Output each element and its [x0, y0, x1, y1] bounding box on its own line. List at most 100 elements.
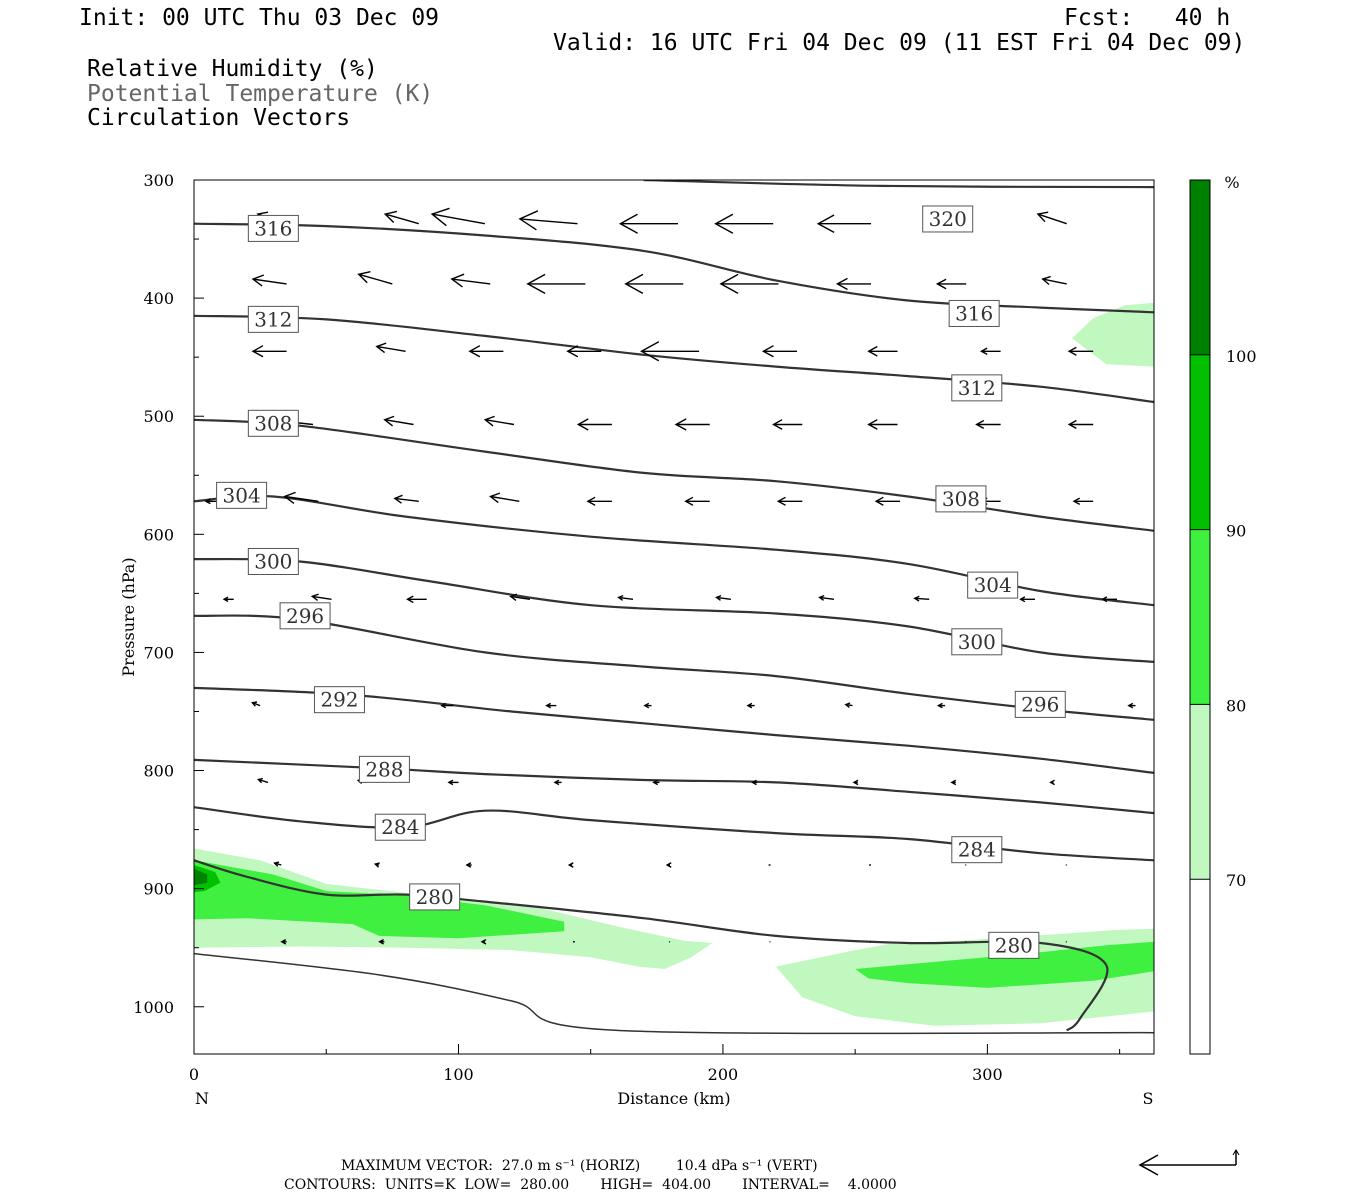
circulation-vector: [1101, 596, 1117, 603]
theta-label-text: 300: [958, 630, 996, 654]
circulation-vector: [1041, 275, 1067, 286]
colorbar-segment: [1190, 529, 1210, 705]
theta-contour-320: [643, 180, 1154, 189]
theta-contour-276: [194, 952, 1154, 1035]
circulation-vector: [979, 347, 1001, 356]
circulation-vector: [867, 419, 898, 430]
theta-label-text: 296: [1021, 692, 1059, 716]
circulation-vector: [1067, 346, 1094, 356]
theta-label-text: 284: [381, 815, 419, 839]
circulation-vector: [553, 779, 562, 786]
rh-colorbar: 70 80 90 100: [1189, 179, 1257, 1055]
x-axis-title: Distance (km): [617, 1089, 730, 1108]
theta-label-text: 320: [929, 207, 967, 231]
circulation-vector: [357, 271, 393, 285]
colorbar-frame: [1189, 179, 1211, 1055]
rh-region-80: [194, 860, 565, 939]
circulation-vector: [566, 345, 602, 358]
theta-label-280: 280: [988, 931, 1040, 959]
y-tick-label: 600: [143, 525, 174, 544]
circulation-vector: [1127, 702, 1136, 709]
theta-label-text: 296: [286, 604, 324, 628]
x-tick-label: 0: [189, 1065, 199, 1084]
circulation-vector: [518, 210, 578, 231]
y-tick-label: 1000: [133, 998, 174, 1017]
theta-label-308: 308: [935, 485, 987, 513]
circulation-vector: [950, 779, 957, 786]
circulation-vector: [440, 702, 454, 709]
theta-contour-280: [194, 859, 1109, 1032]
y-tick-label: 500: [143, 407, 174, 426]
theta-label-text: 288: [365, 757, 403, 781]
circulation-vector: [257, 777, 269, 784]
theta-contour-288: [194, 758, 1154, 815]
colorbar-level-label: 90: [1226, 522, 1246, 541]
circulation-vector: [665, 862, 672, 868]
valid-time: Valid: 16 UTC Fri 04 Dec 09 (11 EST Fri …: [553, 30, 1246, 56]
x-tick-label: 200: [708, 1065, 739, 1084]
theta-label-text: 316: [955, 301, 993, 325]
theta-label-308: 308: [247, 409, 299, 437]
theta-label-text: 308: [942, 487, 980, 511]
circulation-vector: [545, 702, 557, 709]
circulation-vector: [383, 210, 419, 225]
circulation-vector: [776, 496, 803, 506]
theta-label-296: 296: [1014, 690, 1066, 718]
circulation-vector: [283, 491, 319, 504]
circulation-vector: [509, 593, 531, 601]
theta-label-text: 300: [254, 549, 292, 573]
circulation-vector: [936, 702, 946, 709]
theta-label-292: 292: [313, 686, 365, 714]
circulation-vector: [617, 594, 634, 601]
colorbar-segment: [1190, 704, 1210, 880]
circulation-vector: [280, 938, 287, 945]
theta-label-296: 296: [279, 602, 331, 630]
theta-label-304: 304: [967, 571, 1019, 599]
rh-region-80: [855, 941, 1154, 988]
y-tick-label: 700: [143, 643, 174, 662]
theta-contour-316: [194, 222, 1154, 314]
theta-label-text: 312: [254, 307, 292, 331]
rh-region-100: [194, 868, 208, 886]
x-tick-label: 300: [972, 1065, 1003, 1084]
circulation-vector: [715, 594, 731, 601]
circulation-vector: [640, 341, 700, 362]
colorbar-segment: [1190, 354, 1210, 530]
theta-label-text: 280: [995, 933, 1033, 957]
circulation-vector: [674, 418, 710, 431]
theta-label-text: 316: [254, 216, 292, 240]
x-axis-south: S: [1143, 1089, 1154, 1108]
circulation-vector: [684, 496, 710, 506]
circulation-vector: [652, 779, 660, 786]
rh-shading: [194, 302, 1154, 1026]
circulation-vectors: [194, 207, 1136, 945]
theta-label-304: 304: [216, 481, 268, 509]
colorbar-segment: [1190, 180, 1210, 355]
circulation-vector: [468, 345, 504, 358]
circulation-vector: [222, 596, 234, 603]
forecast-hour: Fcst: 40 h: [1064, 5, 1231, 31]
theta-contour-284: [194, 806, 1154, 862]
theta-label-text: 312: [958, 376, 996, 400]
x-axis-north: N: [195, 1089, 209, 1108]
circulation-vector: [874, 496, 901, 506]
circulation-vector: [375, 342, 406, 354]
circulation-vector: [378, 938, 385, 945]
circulation-vector: [816, 214, 871, 234]
circulation-vector: [273, 861, 282, 867]
circulation-vector: [194, 222, 195, 224]
circulation-vector: [761, 345, 797, 358]
y-tick-label: 400: [143, 289, 174, 308]
theta-label-text: 308: [254, 411, 292, 435]
circulation-vector: [975, 419, 1001, 430]
circulation-vector: [624, 273, 684, 295]
circulation-vector: [1072, 497, 1094, 506]
colorbar-unit: %: [1224, 173, 1239, 192]
circulation-vector: [373, 862, 380, 868]
theta-label-300: 300: [247, 547, 299, 575]
circulation-vector: [867, 345, 898, 357]
circulation-vector: [480, 938, 487, 945]
circulation-vector: [852, 779, 859, 786]
circulation-vector: [447, 779, 459, 786]
